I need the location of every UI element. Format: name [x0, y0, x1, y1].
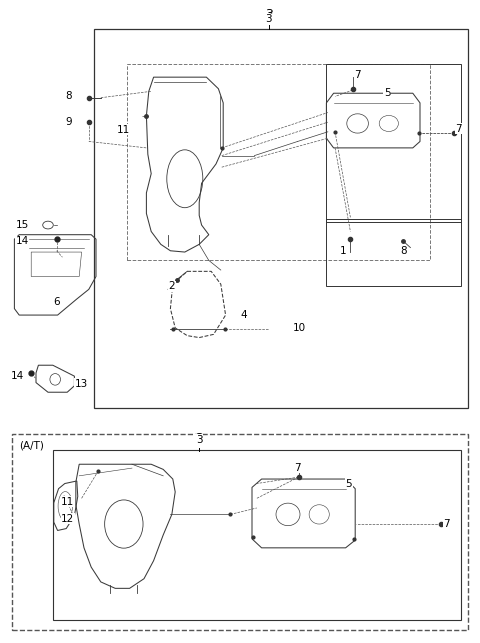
- Text: 9: 9: [65, 117, 72, 127]
- Text: 3: 3: [195, 432, 203, 445]
- Text: 3: 3: [196, 435, 203, 445]
- Text: 7: 7: [443, 519, 450, 529]
- Text: 3: 3: [265, 8, 273, 21]
- Text: 13: 13: [74, 379, 88, 389]
- Text: 3: 3: [265, 14, 272, 24]
- Text: 15: 15: [15, 220, 29, 230]
- Text: 5: 5: [346, 478, 352, 489]
- Text: 7: 7: [354, 70, 361, 80]
- Text: 7: 7: [455, 123, 462, 134]
- Text: 8: 8: [65, 91, 72, 102]
- Text: 1: 1: [340, 246, 347, 256]
- Text: 7: 7: [294, 462, 301, 473]
- Text: 5: 5: [384, 88, 391, 98]
- Text: 6: 6: [53, 297, 60, 307]
- Text: 8: 8: [400, 246, 407, 256]
- Text: 12: 12: [61, 514, 74, 524]
- Text: (A/T): (A/T): [19, 440, 44, 451]
- Text: 11: 11: [61, 496, 74, 507]
- Text: 14: 14: [15, 236, 29, 246]
- Text: 11: 11: [116, 125, 130, 135]
- Text: 14: 14: [11, 371, 24, 381]
- Text: 10: 10: [293, 323, 306, 333]
- Text: 4: 4: [240, 310, 247, 320]
- Text: 2: 2: [168, 281, 175, 291]
